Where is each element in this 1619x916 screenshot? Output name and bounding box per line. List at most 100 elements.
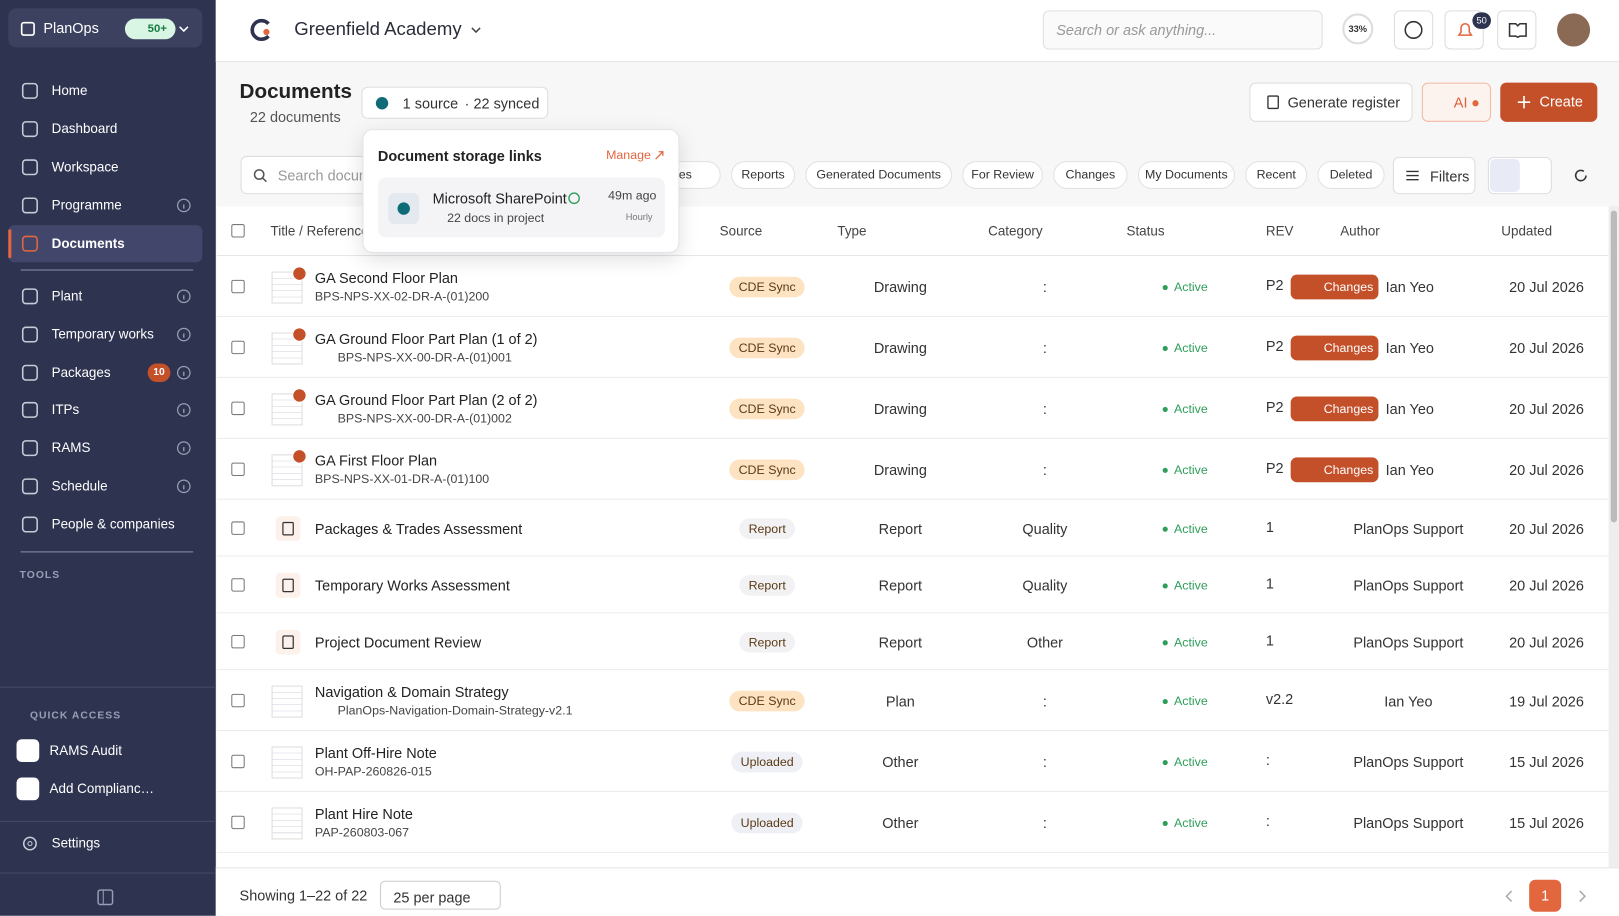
checkbox[interactable] (231, 693, 245, 707)
icon-button[interactable] (1393, 10, 1434, 50)
table-row[interactable] (216, 500, 1609, 557)
nav-item[interactable]: Dashboard (51, 120, 118, 137)
checkbox[interactable] (231, 815, 245, 829)
doc-title[interactable]: GA Ground Floor Part Plan (1 of 2) (314, 329, 538, 347)
filter-tab[interactable]: Deleted (1317, 161, 1385, 189)
column-header[interactable]: Status (1126, 223, 1165, 239)
doc-icon (282, 634, 294, 649)
filter-tab[interactable]: For Review (962, 161, 1043, 189)
per-page[interactable]: 25 per page (379, 880, 501, 910)
nav-icon (21, 197, 38, 214)
doc-category: : (1042, 400, 1047, 417)
doc-title[interactable]: Plant Hire Note (314, 804, 413, 822)
nav-icon (21, 401, 38, 418)
nav-icon (21, 440, 38, 457)
table-row[interactable] (216, 557, 1609, 614)
nav-item[interactable]: Plant (51, 288, 83, 304)
doc-status: Active (1173, 754, 1208, 769)
filter-tab[interactable]: Recent (1245, 161, 1308, 189)
generate-button[interactable]: Generate register (1249, 82, 1413, 122)
nav-item[interactable]: RAMS (51, 439, 91, 456)
doc-status: Active (1173, 520, 1208, 536)
quick-item[interactable]: Add Complianc… (49, 780, 155, 797)
nav-item[interactable]: Documents (51, 235, 125, 251)
checkbox[interactable] (231, 279, 245, 293)
status-dot (1162, 698, 1168, 704)
nav-item[interactable]: Temporary works (51, 326, 154, 342)
icon-button[interactable] (1444, 10, 1484, 50)
change-badge (292, 448, 307, 464)
nav-item[interactable]: Packages (51, 364, 111, 380)
doc-title[interactable]: Navigation & Domain Strategy (314, 683, 509, 700)
doc-rev: P2 (1265, 276, 1284, 293)
avatar[interactable] (1557, 13, 1591, 47)
project-name[interactable]: Greenfield Academy (294, 18, 462, 40)
quick-item[interactable]: RAMS Audit (49, 742, 122, 758)
nav-item[interactable]: Programme (51, 197, 122, 213)
manage-link[interactable]: Manage (606, 147, 651, 163)
doc-title[interactable]: GA Ground Floor Part Plan (2 of 2) (314, 390, 538, 408)
table-row[interactable] (216, 378, 1609, 439)
table-row[interactable] (216, 731, 1609, 792)
nav-item[interactable]: Home (51, 82, 88, 99)
nav-icon (21, 516, 38, 533)
chevron (471, 27, 481, 34)
column-header[interactable]: Type (837, 223, 867, 239)
changes-chip[interactable]: Changes (1290, 456, 1379, 482)
nav-item[interactable]: Schedule (51, 478, 108, 494)
changes-chip[interactable]: Changes (1290, 395, 1379, 421)
filter-tab[interactable]: My Documents (1137, 161, 1235, 189)
doc-author: PlanOps Support (1353, 753, 1464, 770)
checkbox[interactable] (231, 520, 245, 535)
filter-tab[interactable]: Changes (1053, 161, 1128, 189)
nav-item[interactable]: People & companies (51, 516, 175, 532)
table-row[interactable] (216, 256, 1609, 317)
doc-title[interactable]: Packages & Trades Assessment (314, 519, 523, 537)
page-button[interactable]: 1 (1529, 879, 1562, 912)
nav-item[interactable]: Workspace (51, 159, 119, 175)
icon-button[interactable] (1497, 10, 1537, 50)
progress[interactable]: 33% (1342, 13, 1374, 45)
column-header[interactable]: Updated (1501, 223, 1553, 239)
checkbox[interactable] (231, 224, 245, 238)
ai-button[interactable]: AI (1421, 82, 1491, 122)
column-header[interactable]: Source (719, 223, 763, 239)
nav-icon (21, 159, 38, 176)
view-list[interactable] (1489, 159, 1520, 193)
table-row[interactable] (216, 670, 1609, 732)
checkbox[interactable] (231, 462, 245, 476)
create-button[interactable]: Create (1500, 82, 1598, 122)
checkbox[interactable] (231, 401, 245, 415)
column-header[interactable]: Category (988, 223, 1043, 239)
doc-title[interactable]: Plant Off-Hire Note (314, 743, 437, 761)
checkbox[interactable] (231, 340, 245, 354)
column-header[interactable]: Author (1340, 223, 1380, 239)
doc-status: Active (1173, 815, 1208, 830)
table-row[interactable] (216, 439, 1609, 500)
doc-title[interactable]: GA Second Floor Plan (314, 268, 458, 286)
checkbox[interactable] (231, 634, 245, 648)
filter-tab[interactable]: Generated Documents (805, 161, 952, 189)
doc-ref: BPS-NPS-XX-00-DR-A-(01)002 (337, 410, 512, 425)
changes-chip[interactable]: Changes (1290, 335, 1379, 360)
doc-status: Active (1173, 693, 1208, 708)
changes-chip[interactable]: Changes (1290, 274, 1379, 299)
doc-title[interactable]: GA First Floor Plan (314, 451, 438, 469)
nav-icon (21, 121, 38, 138)
quick-access: QUICK ACCESS (29, 710, 122, 722)
nav-item[interactable]: ITPs (51, 401, 80, 418)
table-row[interactable] (216, 613, 1609, 671)
link-card[interactable] (377, 177, 665, 238)
table-row[interactable] (216, 792, 1609, 853)
chevron (179, 26, 189, 33)
doc-title[interactable]: Project Document Review (314, 633, 482, 650)
doc-title[interactable]: Temporary Works Assessment (314, 576, 510, 594)
table-row[interactable] (216, 317, 1609, 378)
checkbox[interactable] (231, 754, 245, 768)
source-chip[interactable]: 1 source · 22 synced (361, 86, 549, 119)
search[interactable]: Search or ask anything... (1042, 10, 1323, 50)
checkbox[interactable] (231, 577, 245, 592)
settings[interactable]: Settings (51, 835, 101, 851)
tools[interactable]: TOOLS (19, 569, 61, 582)
filter-tab[interactable]: Reports (731, 161, 796, 189)
